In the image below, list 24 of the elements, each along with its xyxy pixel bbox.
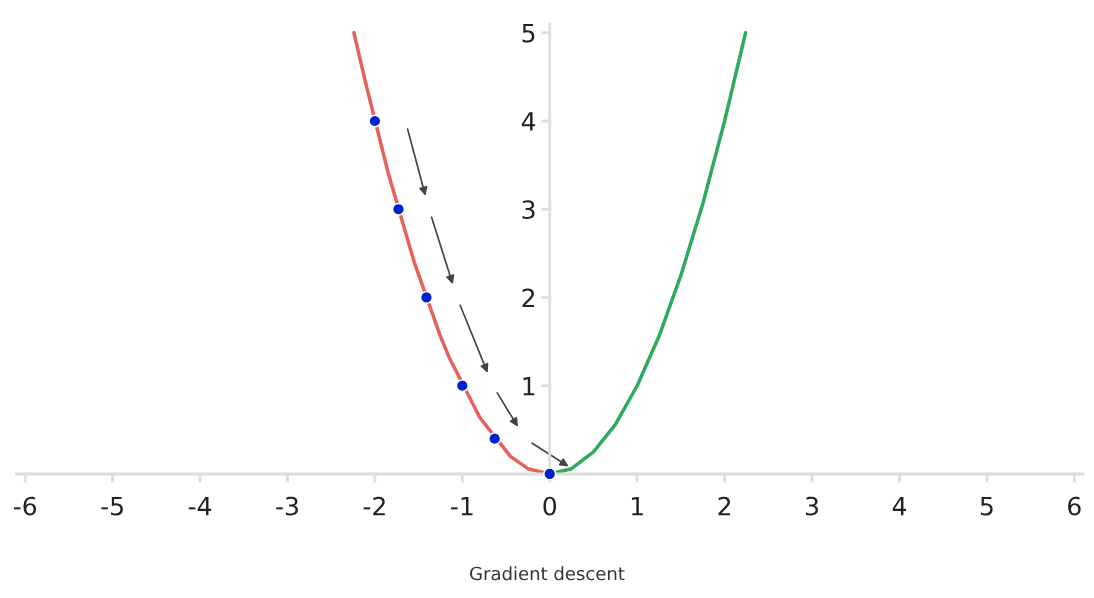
x-tick-label: 3 — [805, 496, 818, 516]
y-tick-label: 3 — [522, 200, 535, 220]
x-tick-label: -6 — [13, 496, 37, 516]
y-tick-label: 2 — [522, 288, 535, 307]
point — [488, 432, 502, 446]
text: Gradient descent — [470, 566, 625, 581]
x-tick-label: 2 — [718, 496, 731, 516]
x-tick-label: -5 — [101, 496, 123, 516]
x-tick-label: 4 — [892, 496, 907, 516]
x-tick-label: 0 — [543, 496, 557, 516]
point — [368, 114, 382, 128]
x-tick-label: 6 — [1068, 496, 1081, 516]
y-tick-label: 5 — [522, 24, 535, 43]
x-tick-label: 5 — [980, 496, 993, 516]
x-tick-label: -2 — [363, 496, 385, 516]
point — [455, 379, 469, 393]
x-tick-label: -4 — [188, 496, 212, 516]
y-tick-label: 1 — [523, 377, 535, 396]
x-tick-label: -3 — [276, 496, 298, 516]
x-tick-label: -1 — [451, 496, 473, 516]
point — [419, 290, 433, 304]
x-tick-label: 1 — [631, 496, 643, 516]
y-tick-label: 4 — [521, 112, 536, 131]
point — [391, 202, 405, 216]
